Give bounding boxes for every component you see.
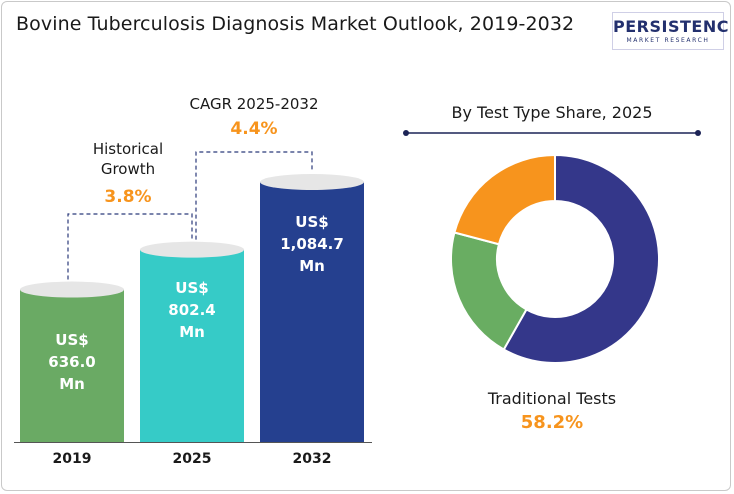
historical-connector	[67, 213, 193, 280]
divider-dot-right	[695, 130, 701, 136]
page-title: Bovine Tuberculosis Diagnosis Market Out…	[16, 13, 575, 35]
donut-slice-3	[453, 153, 556, 246]
bar-label-2032-text: US$ 1,084.7 Mn	[280, 213, 344, 275]
x-tick-2032: 2032	[292, 451, 332, 467]
bar-cap-2032	[260, 174, 364, 190]
donut-highlight-value: 58.2%	[520, 412, 584, 433]
bar-cap-2025	[140, 241, 244, 258]
logo-sub-text: MARKET RESEARCH	[626, 37, 710, 44]
bar-label-2019-text: US$ 636.0 Mn	[48, 331, 96, 393]
donut-title: By Test Type Share, 2025	[451, 103, 653, 122]
bar-2032	[260, 182, 364, 442]
x-tick-2025: 2025	[172, 451, 212, 467]
divider-dot-left	[403, 130, 409, 136]
donut-highlight-label: Traditional Tests	[487, 389, 617, 408]
historical-growth-label: Historical Growth	[92, 140, 164, 178]
bar-2019	[20, 289, 124, 442]
bar-2025	[140, 249, 244, 442]
bar-label-2025: US$ 802.4 Mn	[140, 277, 244, 343]
bar-label-2025-text: US$ 802.4 Mn	[168, 279, 216, 341]
persistence-logo: PERSISTENCE MARKET RESEARCH	[612, 12, 731, 50]
donut-slice-1	[502, 153, 660, 364]
bar-label-2032: US$ 1,084.7 Mn	[260, 211, 364, 277]
historical-growth-value: 3.8%	[104, 187, 152, 207]
x-tick-2019: 2019	[52, 451, 92, 467]
cagr-value: 4.4%	[230, 119, 278, 139]
cagr-connector	[195, 151, 313, 240]
cagr-label: CAGR 2025-2032	[189, 95, 319, 113]
logo-main-text: PERSISTENCE	[613, 17, 731, 36]
bar-cap-2019	[20, 281, 124, 298]
bar-label-2019: US$ 636.0 Mn	[20, 329, 124, 395]
